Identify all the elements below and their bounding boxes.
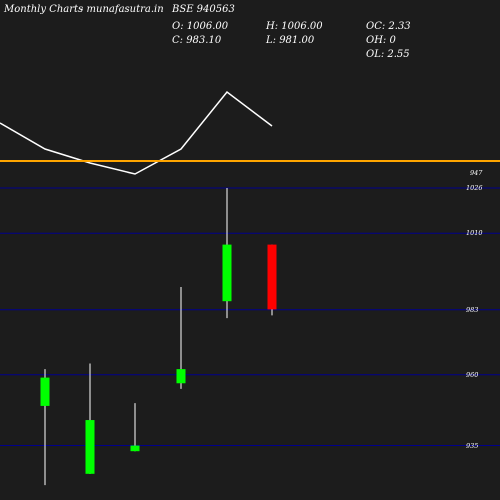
candle bbox=[85, 363, 95, 474]
candle bbox=[40, 369, 50, 486]
y-tick-label: 935 bbox=[466, 441, 479, 450]
candles bbox=[40, 188, 277, 486]
y-tick-label: 1010 bbox=[466, 229, 483, 238]
low-value: L: 981.00 bbox=[266, 35, 315, 46]
close-value: C: 983.10 bbox=[172, 35, 222, 46]
y-tick-label: 983 bbox=[466, 305, 479, 314]
oh-value: OH: 0 bbox=[366, 35, 396, 46]
candle-body bbox=[176, 369, 186, 384]
candle bbox=[130, 403, 140, 452]
ol-value: OL: 2.55 bbox=[366, 49, 410, 60]
indicator-panel bbox=[0, 90, 273, 175]
reference-line-label: 947 bbox=[470, 169, 483, 177]
y-tick-label: 1026 bbox=[466, 184, 483, 192]
high-value: H: 1006.00 bbox=[266, 21, 323, 32]
oc-value: OC: 2.33 bbox=[366, 21, 411, 32]
candle-body bbox=[222, 244, 232, 302]
candle-body bbox=[267, 244, 277, 310]
candle-body bbox=[85, 420, 95, 474]
candle bbox=[176, 287, 186, 389]
candle bbox=[222, 188, 232, 319]
indicator-line bbox=[0, 90, 273, 175]
open-value: O: 1006.00 bbox=[172, 21, 229, 32]
symbol-label: BSE 940563 bbox=[172, 4, 235, 15]
candle-body bbox=[40, 377, 50, 406]
grid-lines bbox=[0, 187, 500, 447]
candle bbox=[267, 244, 277, 316]
candle-body bbox=[130, 445, 140, 452]
y-tick-label: 960 bbox=[466, 370, 479, 379]
source-label: - munafasutra.in bbox=[80, 4, 164, 15]
chart-title: Monthly Charts bbox=[4, 4, 84, 15]
